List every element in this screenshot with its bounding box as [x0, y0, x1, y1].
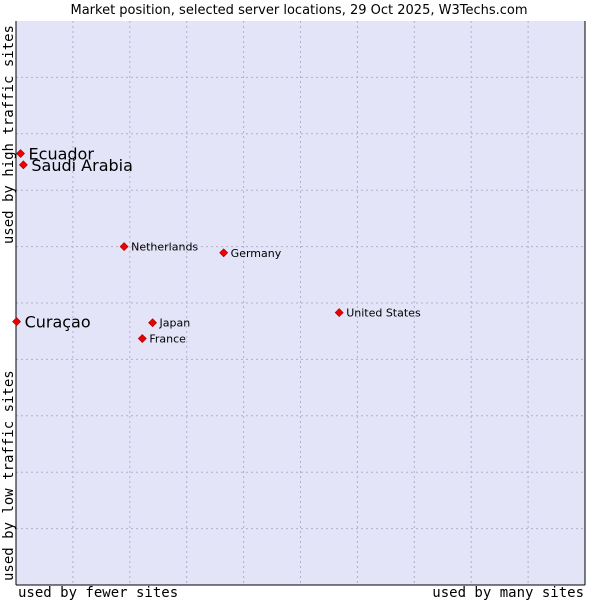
point-label-japan: Japan — [159, 317, 191, 330]
point-marker-united-states — [334, 308, 344, 318]
y-axis-label-low: used by low traffic sites — [1, 370, 17, 581]
y-axis-label-high: used by high traffic sites — [1, 25, 17, 244]
point-label-netherlands: Netherlands — [131, 241, 198, 254]
point-marker-ecuador — [16, 149, 25, 158]
point-label-ecuador: Ecuador — [29, 145, 95, 164]
point-label-united-states: United States — [346, 307, 421, 320]
chart-title: Market position, selected server locatio… — [70, 3, 527, 18]
grid-lines — [16, 21, 585, 585]
point-marker-germany — [219, 248, 229, 258]
point-marker-france — [137, 334, 147, 343]
point-marker-curacao — [12, 317, 21, 327]
point-marker-japan — [148, 318, 157, 328]
point-marker-netherlands — [119, 242, 129, 252]
point-label-curacao: Curaçao — [25, 313, 91, 332]
point-label-saudi-arabia: Saudi Arabia — [31, 156, 133, 175]
point-label-germany: Germany — [231, 247, 282, 260]
point-marker-saudi-arabia — [18, 160, 28, 170]
x-axis-label-low: used by fewer sites — [18, 585, 178, 600]
x-axis-label-high: used by many sites — [432, 585, 584, 600]
plot-border — [15, 21, 586, 586]
point-label-france: France — [149, 333, 186, 346]
